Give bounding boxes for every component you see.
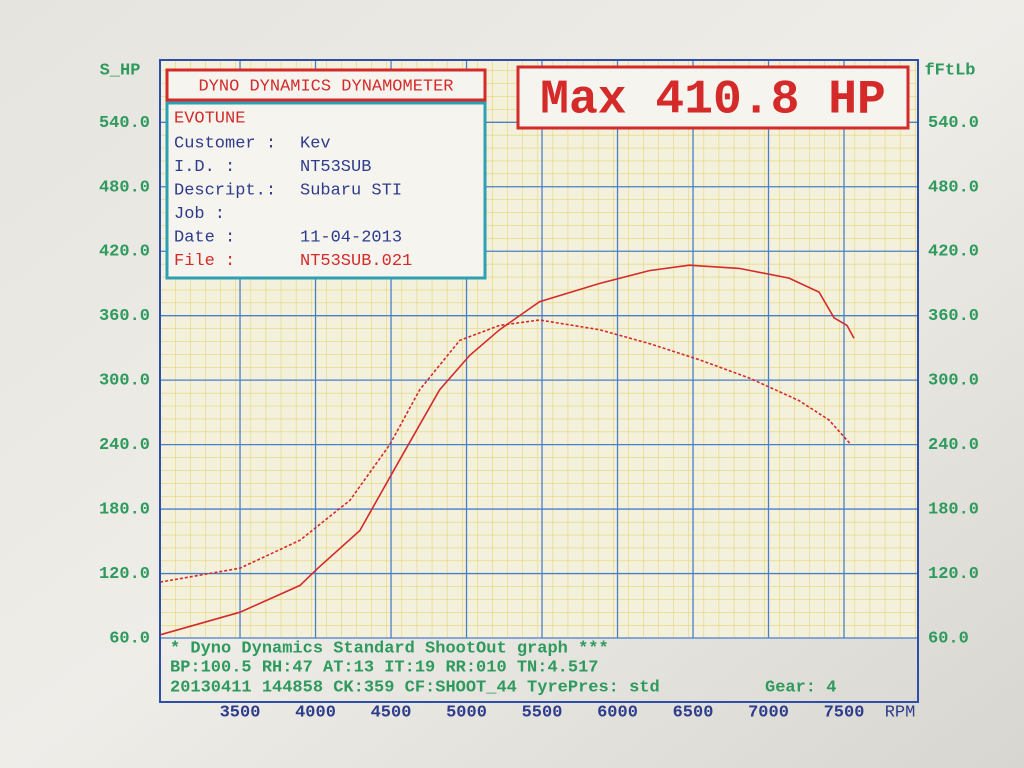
info-label: I.D. : <box>174 158 235 177</box>
footer-line: 20130411 144858 CK:359 CF:SHOOT_44 TyreP… <box>170 678 660 697</box>
y2-tick-label: 300.0 <box>928 372 979 391</box>
y-tick-label: 180.0 <box>99 501 150 520</box>
y-tick-label: 540.0 <box>99 114 150 133</box>
y2-tick-label: 60.0 <box>928 629 969 648</box>
x-tick-label: 5000 <box>446 703 487 722</box>
y-tick-label: 120.0 <box>99 565 150 584</box>
y-tick-label: 300.0 <box>99 372 150 391</box>
y-tick-label: 360.0 <box>99 307 150 326</box>
x-tick-label: 7500 <box>824 703 865 722</box>
info-box <box>165 101 487 280</box>
gear: Gear: 4 <box>765 678 836 697</box>
footer-line: BP:100.5 RH:47 AT:13 IT:19 RR:010 TN:4.5… <box>170 658 598 677</box>
x-tick-label: 4500 <box>371 703 412 722</box>
y2-tick-label: 420.0 <box>928 243 979 262</box>
x-tick-label: 4000 <box>295 703 336 722</box>
y2-tick-label: 120.0 <box>928 565 979 584</box>
y-tick-label: 60.0 <box>109 629 150 648</box>
y-axis-title: S_HP <box>100 61 141 80</box>
info-label: File : <box>174 252 235 271</box>
x-tick-label: 3500 <box>220 703 261 722</box>
title: DYNO DYNAMICS DYNAMOMETER <box>198 77 453 96</box>
info-label: Date : <box>174 228 235 247</box>
x-tick-label: 7000 <box>748 703 789 722</box>
y2-tick-label: 240.0 <box>928 436 979 455</box>
info-value: NT53SUB <box>300 158 371 177</box>
data-line <box>159 264 855 636</box>
footer-line: * Dyno Dynamics Standard ShootOut graph … <box>170 639 609 658</box>
y2-tick-label: 180.0 <box>928 501 979 520</box>
title-box <box>165 68 487 102</box>
info-value: 11-04-2013 <box>300 228 402 247</box>
info-label: Descript.: <box>174 181 276 200</box>
x-tick-label: 5500 <box>522 703 563 722</box>
info-label: Customer : <box>174 134 276 153</box>
x-axis-title: RPM <box>885 703 916 722</box>
info-value: Subaru STI <box>300 181 402 200</box>
info-label: Job : <box>174 205 225 224</box>
y2-tick-label: 540.0 <box>928 114 979 133</box>
y2-tick-label: 360.0 <box>928 307 979 326</box>
y-tick-label: 240.0 <box>99 436 150 455</box>
y2-tick-label: 480.0 <box>928 178 979 197</box>
max-box <box>516 65 910 130</box>
y-tick-label: 480.0 <box>99 178 150 197</box>
y2-axis-title: fFtLb <box>924 61 975 80</box>
plot-frame <box>159 59 919 703</box>
x-tick-label: 6500 <box>673 703 714 722</box>
info-value: NT53SUB.021 <box>300 252 412 271</box>
x-tick-label: 6000 <box>597 703 638 722</box>
y-tick-label: 420.0 <box>99 243 150 262</box>
company: EVOTUNE <box>174 109 245 128</box>
info-value: Kev <box>300 134 331 153</box>
max-label: Max 410.8 HP <box>540 74 886 128</box>
